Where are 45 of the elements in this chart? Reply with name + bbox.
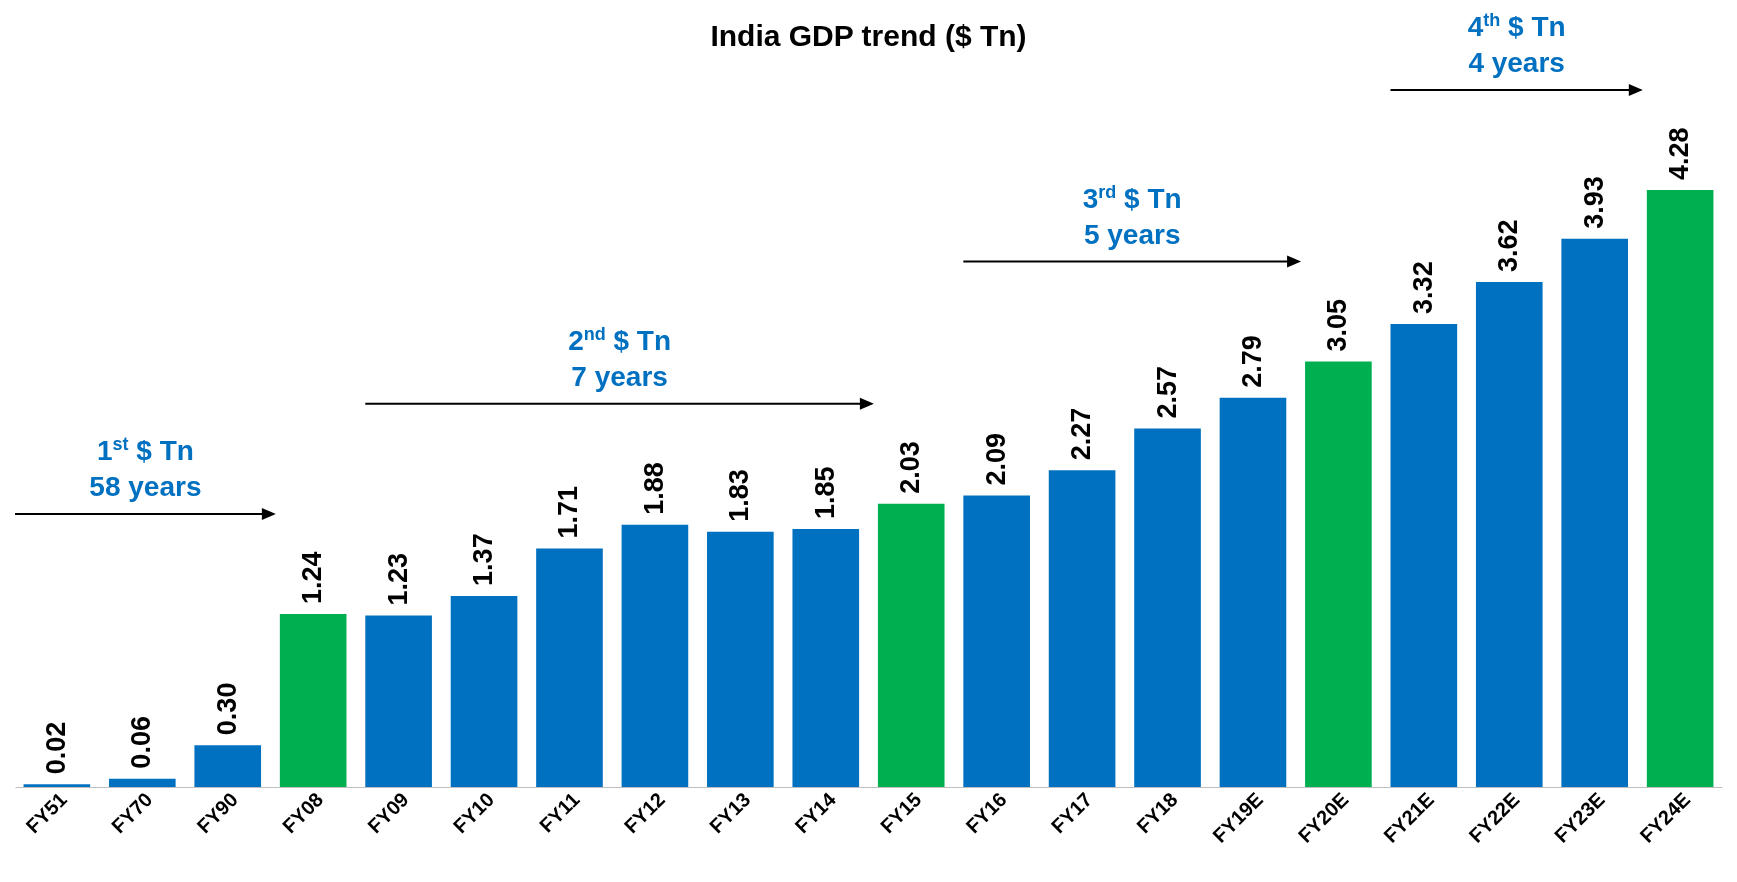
bar: [707, 531, 774, 787]
data-label: 3.93: [1578, 176, 1609, 229]
bar: [1646, 190, 1714, 787]
bar: [194, 745, 262, 787]
data-label: 0.02: [40, 721, 71, 775]
data-label: 2.27: [1066, 407, 1097, 461]
data-label: 2.09: [980, 432, 1011, 486]
data-label: 2.57: [1151, 365, 1182, 419]
data-label: 3.32: [1407, 261, 1438, 314]
data-label: 1.88: [638, 462, 669, 515]
data-label: 1.24: [297, 551, 328, 605]
bar: [621, 524, 689, 787]
data-label: 2.03: [895, 441, 926, 494]
annotation: 2$^{nd}$ $ Tn 7 years: [568, 323, 672, 392]
bar: [877, 503, 945, 787]
bar: [450, 595, 518, 787]
data-label: 1.85: [809, 466, 840, 519]
annotation: 3$^{rd}$ $ Tn 5 years: [1082, 181, 1182, 250]
data-label: 1.23: [382, 552, 413, 606]
bar: [365, 615, 432, 787]
bar: [1561, 238, 1629, 787]
annotation: 1$^{st}$ $ Tn 58 years: [89, 434, 202, 503]
bar: [1134, 428, 1201, 787]
text: 4$^{th}$ $ Tn 4 years: [1467, 10, 1566, 78]
bar: [963, 495, 1030, 787]
data-label: 1.37: [468, 533, 499, 586]
data-label: 3.05: [1322, 299, 1353, 352]
bar: [279, 614, 347, 787]
bar: [1219, 397, 1287, 787]
data-label: 0.06: [126, 716, 157, 769]
bar: [1390, 323, 1458, 787]
data-label: 0.30: [211, 682, 242, 736]
chart-title: India GDP trend ($ Tn): [710, 19, 1027, 53]
data-label: 3.62: [1493, 219, 1524, 273]
data-label: 4.28: [1664, 127, 1695, 180]
bar: [1475, 282, 1543, 787]
bar: [108, 778, 176, 787]
bar: [792, 528, 860, 787]
data-label: 1.83: [724, 469, 755, 522]
bar: [23, 784, 91, 787]
data-label: 2.79: [1236, 335, 1267, 388]
data-label: 1.71: [553, 485, 584, 539]
bar: [1048, 470, 1116, 787]
bar: [1305, 361, 1372, 787]
bar: [536, 548, 603, 787]
